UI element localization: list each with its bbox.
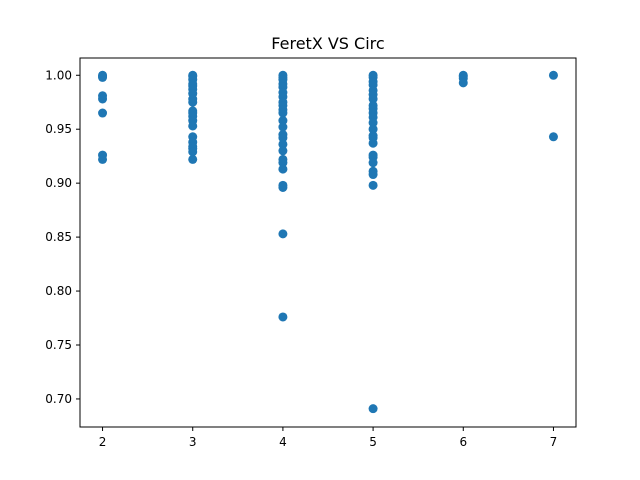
data-point — [278, 122, 288, 132]
x-tick-label: 2 — [99, 435, 107, 449]
y-tick-label: 0.90 — [45, 176, 72, 190]
points-layer — [98, 70, 558, 414]
y-tick-label: 0.75 — [45, 338, 72, 352]
data-point — [368, 138, 378, 148]
data-point — [278, 108, 288, 118]
data-point — [368, 404, 378, 414]
data-point — [368, 158, 378, 168]
y-tick-label: 1.00 — [45, 68, 72, 82]
data-point — [278, 139, 288, 149]
data-point — [98, 94, 108, 104]
x-tick-label: 4 — [279, 435, 287, 449]
data-point — [98, 72, 108, 82]
axes-frame — [79, 57, 577, 428]
data-point — [98, 154, 108, 164]
data-point — [98, 108, 108, 118]
data-point — [368, 180, 378, 190]
data-point — [188, 97, 198, 107]
data-point — [368, 170, 378, 180]
data-point — [368, 118, 378, 128]
y-axis: 0.70 0.75 0.80 0.85 0.90 0.95 1.00 — [45, 68, 80, 406]
data-point — [278, 182, 288, 192]
data-point — [278, 229, 288, 239]
data-point — [548, 132, 558, 142]
data-point — [548, 70, 558, 80]
data-point — [278, 158, 288, 168]
data-point — [278, 116, 288, 126]
data-point — [278, 164, 288, 174]
x-axis: 2 3 4 5 6 7 — [99, 427, 558, 449]
x-tick-label: 5 — [369, 435, 377, 449]
data-point — [188, 154, 198, 164]
y-tick-label: 0.95 — [45, 122, 72, 136]
data-point — [188, 121, 198, 131]
data-point — [188, 147, 198, 157]
data-point — [278, 146, 288, 156]
data-point — [278, 312, 288, 322]
data-point — [368, 94, 378, 104]
data-point — [458, 78, 468, 88]
x-tick-label: 7 — [550, 435, 558, 449]
y-tick-label: 0.80 — [45, 284, 72, 298]
data-point — [278, 133, 288, 143]
y-tick-label: 0.85 — [45, 230, 72, 244]
data-point — [368, 124, 378, 134]
x-tick-label: 3 — [189, 435, 197, 449]
chart-title: FeretX VS Circ — [271, 34, 384, 53]
y-tick-label: 0.70 — [45, 392, 72, 406]
x-tick-label: 6 — [459, 435, 467, 449]
